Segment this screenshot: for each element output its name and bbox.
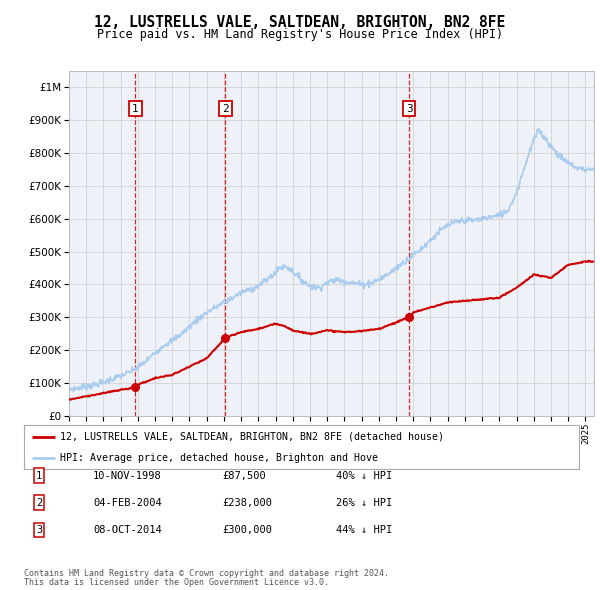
Text: £300,000: £300,000: [222, 525, 272, 535]
Text: 10-NOV-1998: 10-NOV-1998: [93, 471, 162, 480]
Text: 2: 2: [222, 104, 229, 114]
Text: £238,000: £238,000: [222, 498, 272, 507]
Text: 3: 3: [36, 525, 42, 535]
Text: Contains HM Land Registry data © Crown copyright and database right 2024.: Contains HM Land Registry data © Crown c…: [24, 569, 389, 578]
Text: 2: 2: [36, 498, 42, 507]
Text: 40% ↓ HPI: 40% ↓ HPI: [336, 471, 392, 480]
Text: 44% ↓ HPI: 44% ↓ HPI: [336, 525, 392, 535]
Text: 1: 1: [36, 471, 42, 480]
Text: HPI: Average price, detached house, Brighton and Hove: HPI: Average price, detached house, Brig…: [60, 453, 378, 463]
Text: 04-FEB-2004: 04-FEB-2004: [93, 498, 162, 507]
Text: 08-OCT-2014: 08-OCT-2014: [93, 525, 162, 535]
Text: 12, LUSTRELLS VALE, SALTDEAN, BRIGHTON, BN2 8FE: 12, LUSTRELLS VALE, SALTDEAN, BRIGHTON, …: [94, 15, 506, 30]
Text: 12, LUSTRELLS VALE, SALTDEAN, BRIGHTON, BN2 8FE (detached house): 12, LUSTRELLS VALE, SALTDEAN, BRIGHTON, …: [60, 432, 444, 442]
Text: 1: 1: [132, 104, 139, 114]
Text: 26% ↓ HPI: 26% ↓ HPI: [336, 498, 392, 507]
Text: £87,500: £87,500: [222, 471, 266, 480]
Text: Price paid vs. HM Land Registry's House Price Index (HPI): Price paid vs. HM Land Registry's House …: [97, 28, 503, 41]
Text: This data is licensed under the Open Government Licence v3.0.: This data is licensed under the Open Gov…: [24, 578, 329, 588]
Text: 3: 3: [406, 104, 413, 114]
